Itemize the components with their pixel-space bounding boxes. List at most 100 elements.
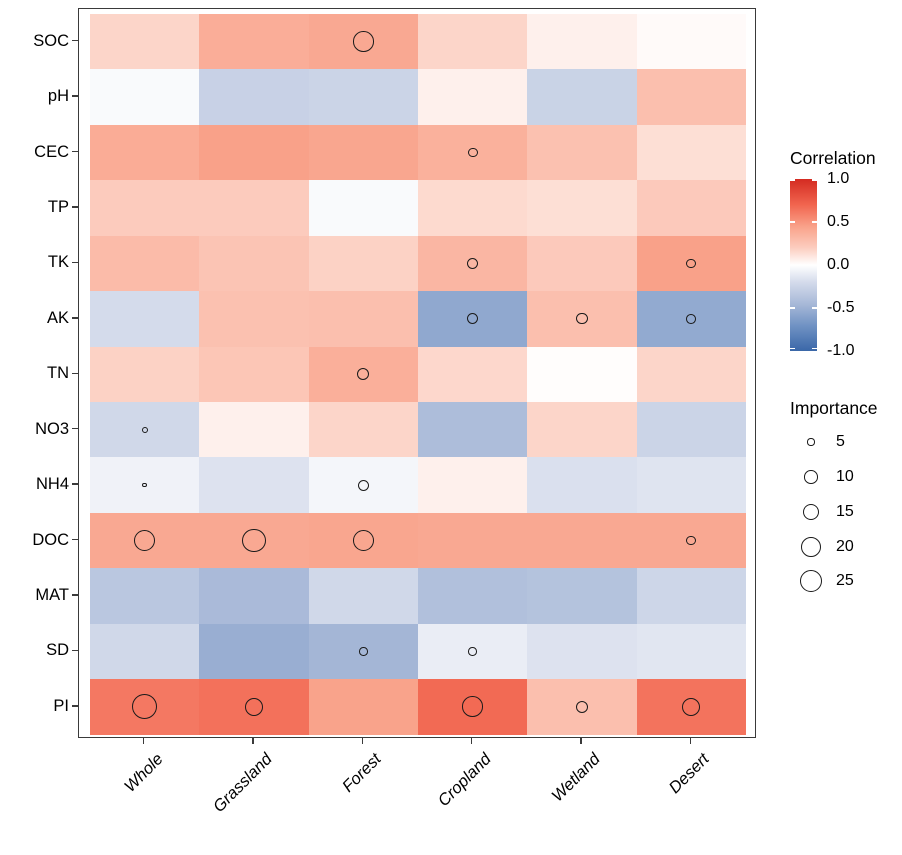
- heatmap-cell: [527, 69, 637, 125]
- colorbar-tick: [790, 347, 795, 350]
- importance-bubble: [467, 313, 479, 325]
- y-axis-label: NH4: [35, 475, 69, 494]
- y-axis-tick: [72, 206, 78, 208]
- x-axis-label: Wetland: [548, 750, 604, 806]
- heatmap-cell: [90, 624, 199, 679]
- heatmap-cell: [90, 69, 199, 125]
- x-axis-label: Desert: [665, 750, 714, 798]
- heatmap-cell: [527, 568, 637, 624]
- x-axis-tick: [361, 738, 364, 744]
- importance-legend-label: 25: [836, 572, 854, 589]
- y-axis-tick: [72, 483, 78, 485]
- heatmap-cell: [309, 236, 418, 291]
- y-axis-tick: [72, 372, 78, 374]
- heatmap-cell: [527, 513, 637, 568]
- importance-bubble: [576, 313, 588, 325]
- importance-bubble: [468, 647, 477, 656]
- heatmap-cell: [309, 568, 418, 624]
- importance-bubble: [132, 694, 158, 720]
- importance-legend-bubble: [807, 438, 815, 446]
- colorbar-tick: [812, 307, 817, 309]
- colorbar-tick-label: 0.5: [827, 213, 850, 230]
- heatmap-cell: [418, 14, 527, 69]
- y-axis-label: NO3: [35, 419, 69, 438]
- heatmap-cell: [637, 14, 746, 69]
- importance-legend-bubble: [799, 569, 823, 593]
- colorbar-tick: [790, 307, 795, 309]
- heatmap-cell: [527, 402, 637, 457]
- heatmap-cell: [199, 14, 309, 69]
- heatmap-cell: [527, 14, 637, 69]
- y-axis-tick: [72, 649, 78, 652]
- x-axis-tick: [580, 738, 582, 744]
- colorbar-tick: [812, 221, 817, 223]
- heatmap-cell: [90, 568, 199, 624]
- importance-bubble: [142, 482, 147, 488]
- heatmap-cell: [90, 14, 199, 69]
- heatmap-cell: [199, 624, 309, 679]
- y-axis-label: AK: [46, 308, 69, 327]
- heatmap-cell: [418, 69, 527, 125]
- importance-legend-bubble: [800, 536, 822, 558]
- colorbar-tick-label: -0.5: [827, 299, 855, 316]
- heatmap-cell: [309, 180, 418, 236]
- importance-bubble: [242, 528, 266, 553]
- importance-legend-label: 10: [836, 468, 854, 485]
- heatmap-cell: [418, 568, 527, 624]
- correlation-legend-title: Correlation: [790, 148, 876, 168]
- heatmap-cell: [309, 69, 418, 125]
- y-axis-tick: [72, 39, 78, 42]
- y-axis-tick: [72, 427, 78, 430]
- importance-bubble: [357, 368, 370, 381]
- x-axis-label: Forest: [339, 750, 386, 796]
- colorbar-tick: [790, 179, 795, 181]
- x-axis-label: Cropland: [434, 750, 495, 811]
- y-axis-tick: [72, 261, 78, 264]
- y-axis-tick: [72, 150, 78, 153]
- importance-bubble: [682, 697, 701, 716]
- correlation-colorbar: [790, 179, 817, 351]
- importance-legend-label: 20: [836, 538, 854, 555]
- heatmap-cell: [199, 69, 309, 125]
- heatmap-cell: [199, 125, 309, 180]
- heatmap-cell: [199, 180, 309, 236]
- heatmap-cell: [637, 457, 746, 513]
- y-axis-label: TN: [47, 364, 69, 383]
- importance-bubble: [353, 31, 374, 52]
- heatmap-cell: [309, 125, 418, 180]
- heatmap-cell: [637, 568, 746, 624]
- colorbar-tick-label: 1.0: [827, 170, 850, 187]
- heatmap-cell: [199, 347, 309, 402]
- y-axis-label: pH: [47, 87, 69, 106]
- colorbar-tick: [812, 347, 817, 350]
- y-axis-label: SOC: [33, 31, 69, 50]
- importance-bubble: [357, 479, 369, 491]
- importance-bubble: [141, 426, 148, 433]
- x-axis-tick: [689, 738, 692, 744]
- x-axis-label: Grassland: [209, 750, 276, 816]
- heatmap-cell: [527, 180, 637, 236]
- heatmap-cell: [418, 180, 527, 236]
- importance-bubble: [467, 257, 479, 269]
- heatmap-cell: [309, 402, 418, 457]
- y-axis-label: PI: [53, 696, 69, 715]
- heatmap-cell: [418, 513, 527, 568]
- heatmap-cell: [637, 180, 746, 236]
- importance-bubble: [462, 696, 483, 718]
- heatmap-cell: [637, 125, 746, 180]
- heatmap-cell: [418, 347, 527, 402]
- colorbar-tick: [812, 179, 817, 181]
- importance-bubble: [575, 700, 589, 713]
- heatmap-cell: [199, 457, 309, 513]
- heatmap-cell: [199, 236, 309, 291]
- y-axis-tick: [72, 705, 78, 707]
- y-axis-label: SD: [46, 641, 69, 660]
- heatmap-cell: [309, 679, 418, 735]
- heatmap-cell: [90, 347, 199, 402]
- heatmap-cell: [90, 291, 199, 347]
- y-axis-label: CEC: [34, 142, 69, 161]
- heatmap-cell: [527, 457, 637, 513]
- importance-legend-label: 5: [836, 433, 845, 450]
- importance-bubble: [352, 530, 374, 551]
